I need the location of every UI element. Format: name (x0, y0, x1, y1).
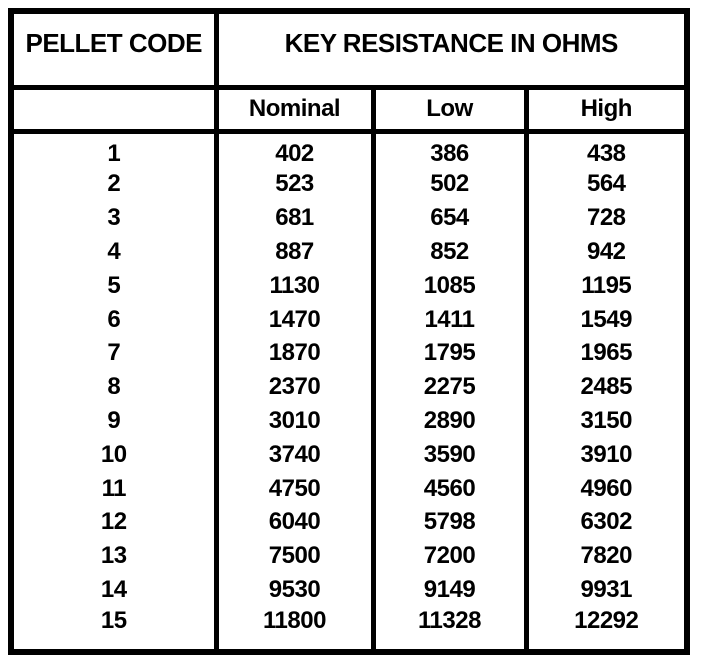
cell-high: 942 (523, 235, 690, 269)
table-row: 9 3010 2890 3150 (8, 404, 690, 438)
cell-low: 3590 (370, 437, 529, 472)
cell-nominal: 1130 (213, 268, 376, 303)
cell-high: 6302 (523, 505, 690, 540)
subheader-high: High (523, 84, 690, 134)
cell-low: 5798 (370, 505, 529, 540)
cell-nominal: 887 (213, 235, 376, 269)
pellet-code-header: PELLET CODE (8, 8, 219, 90)
cell-nominal: 2370 (213, 370, 376, 405)
cell-high: 7820 (523, 539, 690, 574)
table-row: 2 523 502 564 (8, 167, 690, 202)
cell-low: 7200 (370, 539, 529, 574)
table-header: PELLET CODE KEY RESISTANCE IN OHMS Nomin… (8, 8, 690, 134)
cell-high: 3150 (523, 404, 690, 438)
table-row: 8 2370 2275 2485 (8, 370, 690, 405)
cell-high: 1195 (523, 268, 690, 303)
cell-pellet-code: 10 (8, 437, 219, 472)
cell-low: 502 (370, 167, 529, 202)
table-row: 11 4750 4560 4960 (8, 471, 690, 506)
cell-low: 11328 (370, 606, 529, 652)
cell-nominal: 681 (213, 201, 376, 236)
cell-pellet-code: 3 (8, 201, 219, 236)
cell-nominal: 3010 (213, 404, 376, 438)
cell-pellet-code: 12 (8, 505, 219, 540)
cell-pellet-code: 9 (8, 404, 219, 438)
cell-low: 2275 (370, 370, 529, 405)
cell-high: 1549 (523, 302, 690, 337)
cell-pellet-code: 15 (8, 606, 219, 652)
key-resistance-table: PELLET CODE KEY RESISTANCE IN OHMS Nomin… (8, 8, 690, 655)
cell-low: 1085 (370, 268, 529, 303)
table-body: 1 402 386 438 2 523 502 564 3 681 654 72… (8, 131, 690, 652)
cell-pellet-code: 11 (8, 471, 219, 506)
cell-pellet-code: 6 (8, 302, 219, 337)
subheader-nominal: Nominal (213, 84, 376, 134)
cell-nominal: 523 (213, 167, 376, 202)
cell-nominal: 1470 (213, 302, 376, 337)
cell-nominal: 6040 (213, 505, 376, 540)
cell-high: 438 (523, 131, 690, 168)
cell-high: 2485 (523, 370, 690, 405)
table-row: 3 681 654 728 (8, 201, 690, 236)
key-resistance-header: KEY RESISTANCE IN OHMS (213, 8, 690, 90)
cell-pellet-code: 2 (8, 167, 219, 202)
table-row: 12 6040 5798 6302 (8, 505, 690, 540)
cell-high: 564 (523, 167, 690, 202)
cell-nominal: 1870 (213, 336, 376, 371)
cell-high: 4960 (523, 471, 690, 506)
table-row: 1 402 386 438 (8, 131, 690, 168)
table-row: 5 1130 1085 1195 (8, 268, 690, 303)
cell-pellet-code: 13 (8, 539, 219, 574)
cell-nominal: 7500 (213, 539, 376, 574)
cell-pellet-code: 8 (8, 370, 219, 405)
table-row: 7 1870 1795 1965 (8, 336, 690, 371)
cell-nominal: 4750 (213, 471, 376, 506)
table-row: 13 7500 7200 7820 (8, 539, 690, 574)
pellet-code-subheader-empty (8, 84, 219, 134)
table-row: 6 1470 1411 1549 (8, 302, 690, 337)
table-row: 4 887 852 942 (8, 235, 690, 269)
cell-low: 852 (370, 235, 529, 269)
cell-low: 654 (370, 201, 529, 236)
cell-low: 386 (370, 131, 529, 168)
cell-nominal: 9530 (213, 573, 376, 607)
cell-high: 12292 (523, 606, 690, 652)
table-row: 10 3740 3590 3910 (8, 437, 690, 472)
cell-high: 1965 (523, 336, 690, 371)
cell-pellet-code: 14 (8, 573, 219, 607)
cell-high: 9931 (523, 573, 690, 607)
header-row-main: PELLET CODE KEY RESISTANCE IN OHMS (8, 8, 690, 90)
cell-pellet-code: 5 (8, 268, 219, 303)
cell-nominal: 402 (213, 131, 376, 168)
header-row-sub: Nominal Low High (8, 84, 690, 134)
table-row: 14 9530 9149 9931 (8, 573, 690, 607)
cell-high: 3910 (523, 437, 690, 472)
cell-low: 2890 (370, 404, 529, 438)
cell-pellet-code: 1 (8, 131, 219, 168)
cell-low: 1411 (370, 302, 529, 337)
table-row: 15 11800 11328 12292 (8, 606, 690, 652)
cell-low: 1795 (370, 336, 529, 371)
subheader-low: Low (370, 84, 529, 134)
cell-nominal: 3740 (213, 437, 376, 472)
cell-low: 4560 (370, 471, 529, 506)
cell-high: 728 (523, 201, 690, 236)
cell-pellet-code: 4 (8, 235, 219, 269)
cell-nominal: 11800 (213, 606, 376, 652)
cell-pellet-code: 7 (8, 336, 219, 371)
cell-low: 9149 (370, 573, 529, 607)
